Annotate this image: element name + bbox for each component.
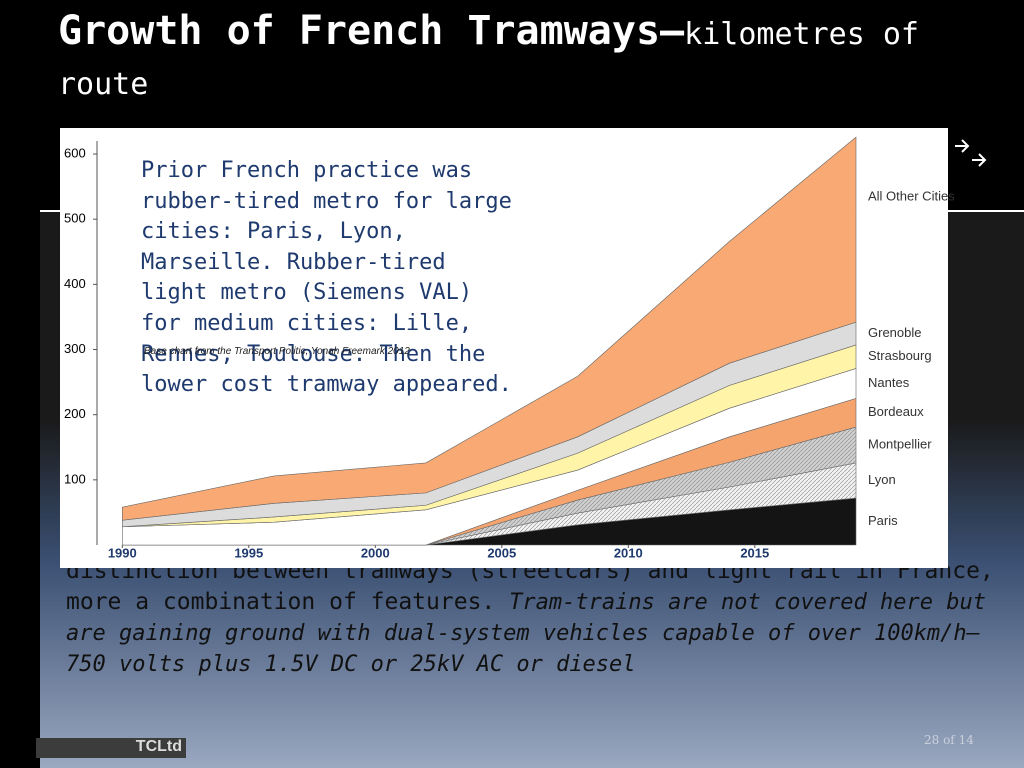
- legend-label: All Other Cities: [868, 189, 955, 204]
- area: [122, 136, 857, 521]
- y-tick-label: 200: [64, 406, 86, 421]
- y-tick-label: 600: [64, 145, 86, 160]
- x-tick-label: 2000: [361, 545, 390, 560]
- legend-label: Nantes: [868, 375, 910, 390]
- left-strip: [0, 0, 40, 768]
- arrows: [955, 139, 987, 167]
- body-italic: Tram-trains are not covered here but are…: [66, 590, 986, 677]
- x-tick-label: 1995: [234, 545, 263, 560]
- x-tick-label: 1990: [108, 545, 137, 560]
- legend-label: Grenoble: [868, 325, 921, 340]
- logo: TCLtd: [36, 738, 186, 758]
- legend-label: Bordeaux: [868, 404, 924, 419]
- legend-label: Strasbourg: [868, 348, 932, 363]
- source: Base chart from the Transport Politic, Y…: [144, 346, 410, 357]
- area-hatch: [122, 462, 857, 545]
- subtitle: kilometres of route: [58, 17, 919, 102]
- slide-title: Growth of French Tramways—kilometres of …: [58, 8, 978, 108]
- y-tick-label: 300: [64, 341, 86, 356]
- x-tick-label: 2015: [740, 545, 769, 560]
- x-tick-label: 2010: [614, 545, 643, 560]
- x-tick-label: 2005: [487, 545, 516, 560]
- page-number: 28 of 14: [924, 733, 974, 747]
- title: Growth of French Tramways—: [58, 8, 685, 54]
- y-tick-label: 400: [64, 276, 86, 291]
- legend-label: Lyon: [868, 472, 896, 487]
- y-tick-label: 100: [64, 471, 86, 486]
- area-hatch: [122, 427, 857, 545]
- note: Prior French practice was rubber-tired m…: [141, 158, 512, 398]
- legend-label: Montpellier: [868, 436, 932, 451]
- legend-label: Paris: [868, 513, 898, 528]
- y-tick-label: 500: [64, 211, 86, 226]
